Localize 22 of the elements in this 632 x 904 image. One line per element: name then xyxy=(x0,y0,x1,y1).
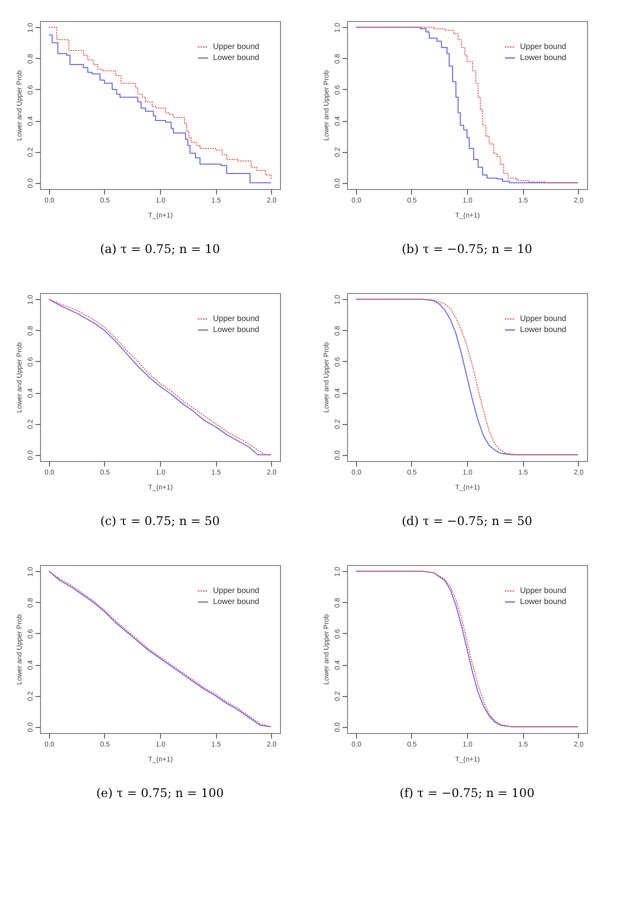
line-series xyxy=(48,570,272,728)
text: (e) τ = 0.75; n = 100 xyxy=(96,786,224,800)
line-series xyxy=(48,298,272,456)
legend-label: Upper bound xyxy=(213,42,260,51)
line-series xyxy=(355,570,579,728)
legend-label: Upper bound xyxy=(213,314,260,323)
legend-label: Upper bound xyxy=(520,314,566,323)
legend-label: Upper bound xyxy=(520,42,566,51)
text: (a) τ = 0.75; n = 10 xyxy=(100,242,220,256)
legend-label: Upper bound xyxy=(520,586,566,595)
text: (f) τ = −0.75; n = 100 xyxy=(400,786,534,800)
legend-label: Lower bound xyxy=(213,325,260,334)
text: (c) τ = 0.75; n = 50 xyxy=(100,514,220,528)
text: (d) τ = −0.75; n = 50 xyxy=(402,514,532,528)
legend-label: Lower bound xyxy=(520,597,566,606)
text: (b) τ = −0.75; n = 10 xyxy=(402,242,532,256)
legend-label: Lower bound xyxy=(520,53,566,62)
line-series xyxy=(355,298,579,456)
legend-label: Lower bound xyxy=(213,53,260,62)
legend-label: Upper bound xyxy=(213,586,260,595)
legend-label: Lower bound xyxy=(213,597,260,606)
legend-label: Lower bound xyxy=(520,325,566,334)
